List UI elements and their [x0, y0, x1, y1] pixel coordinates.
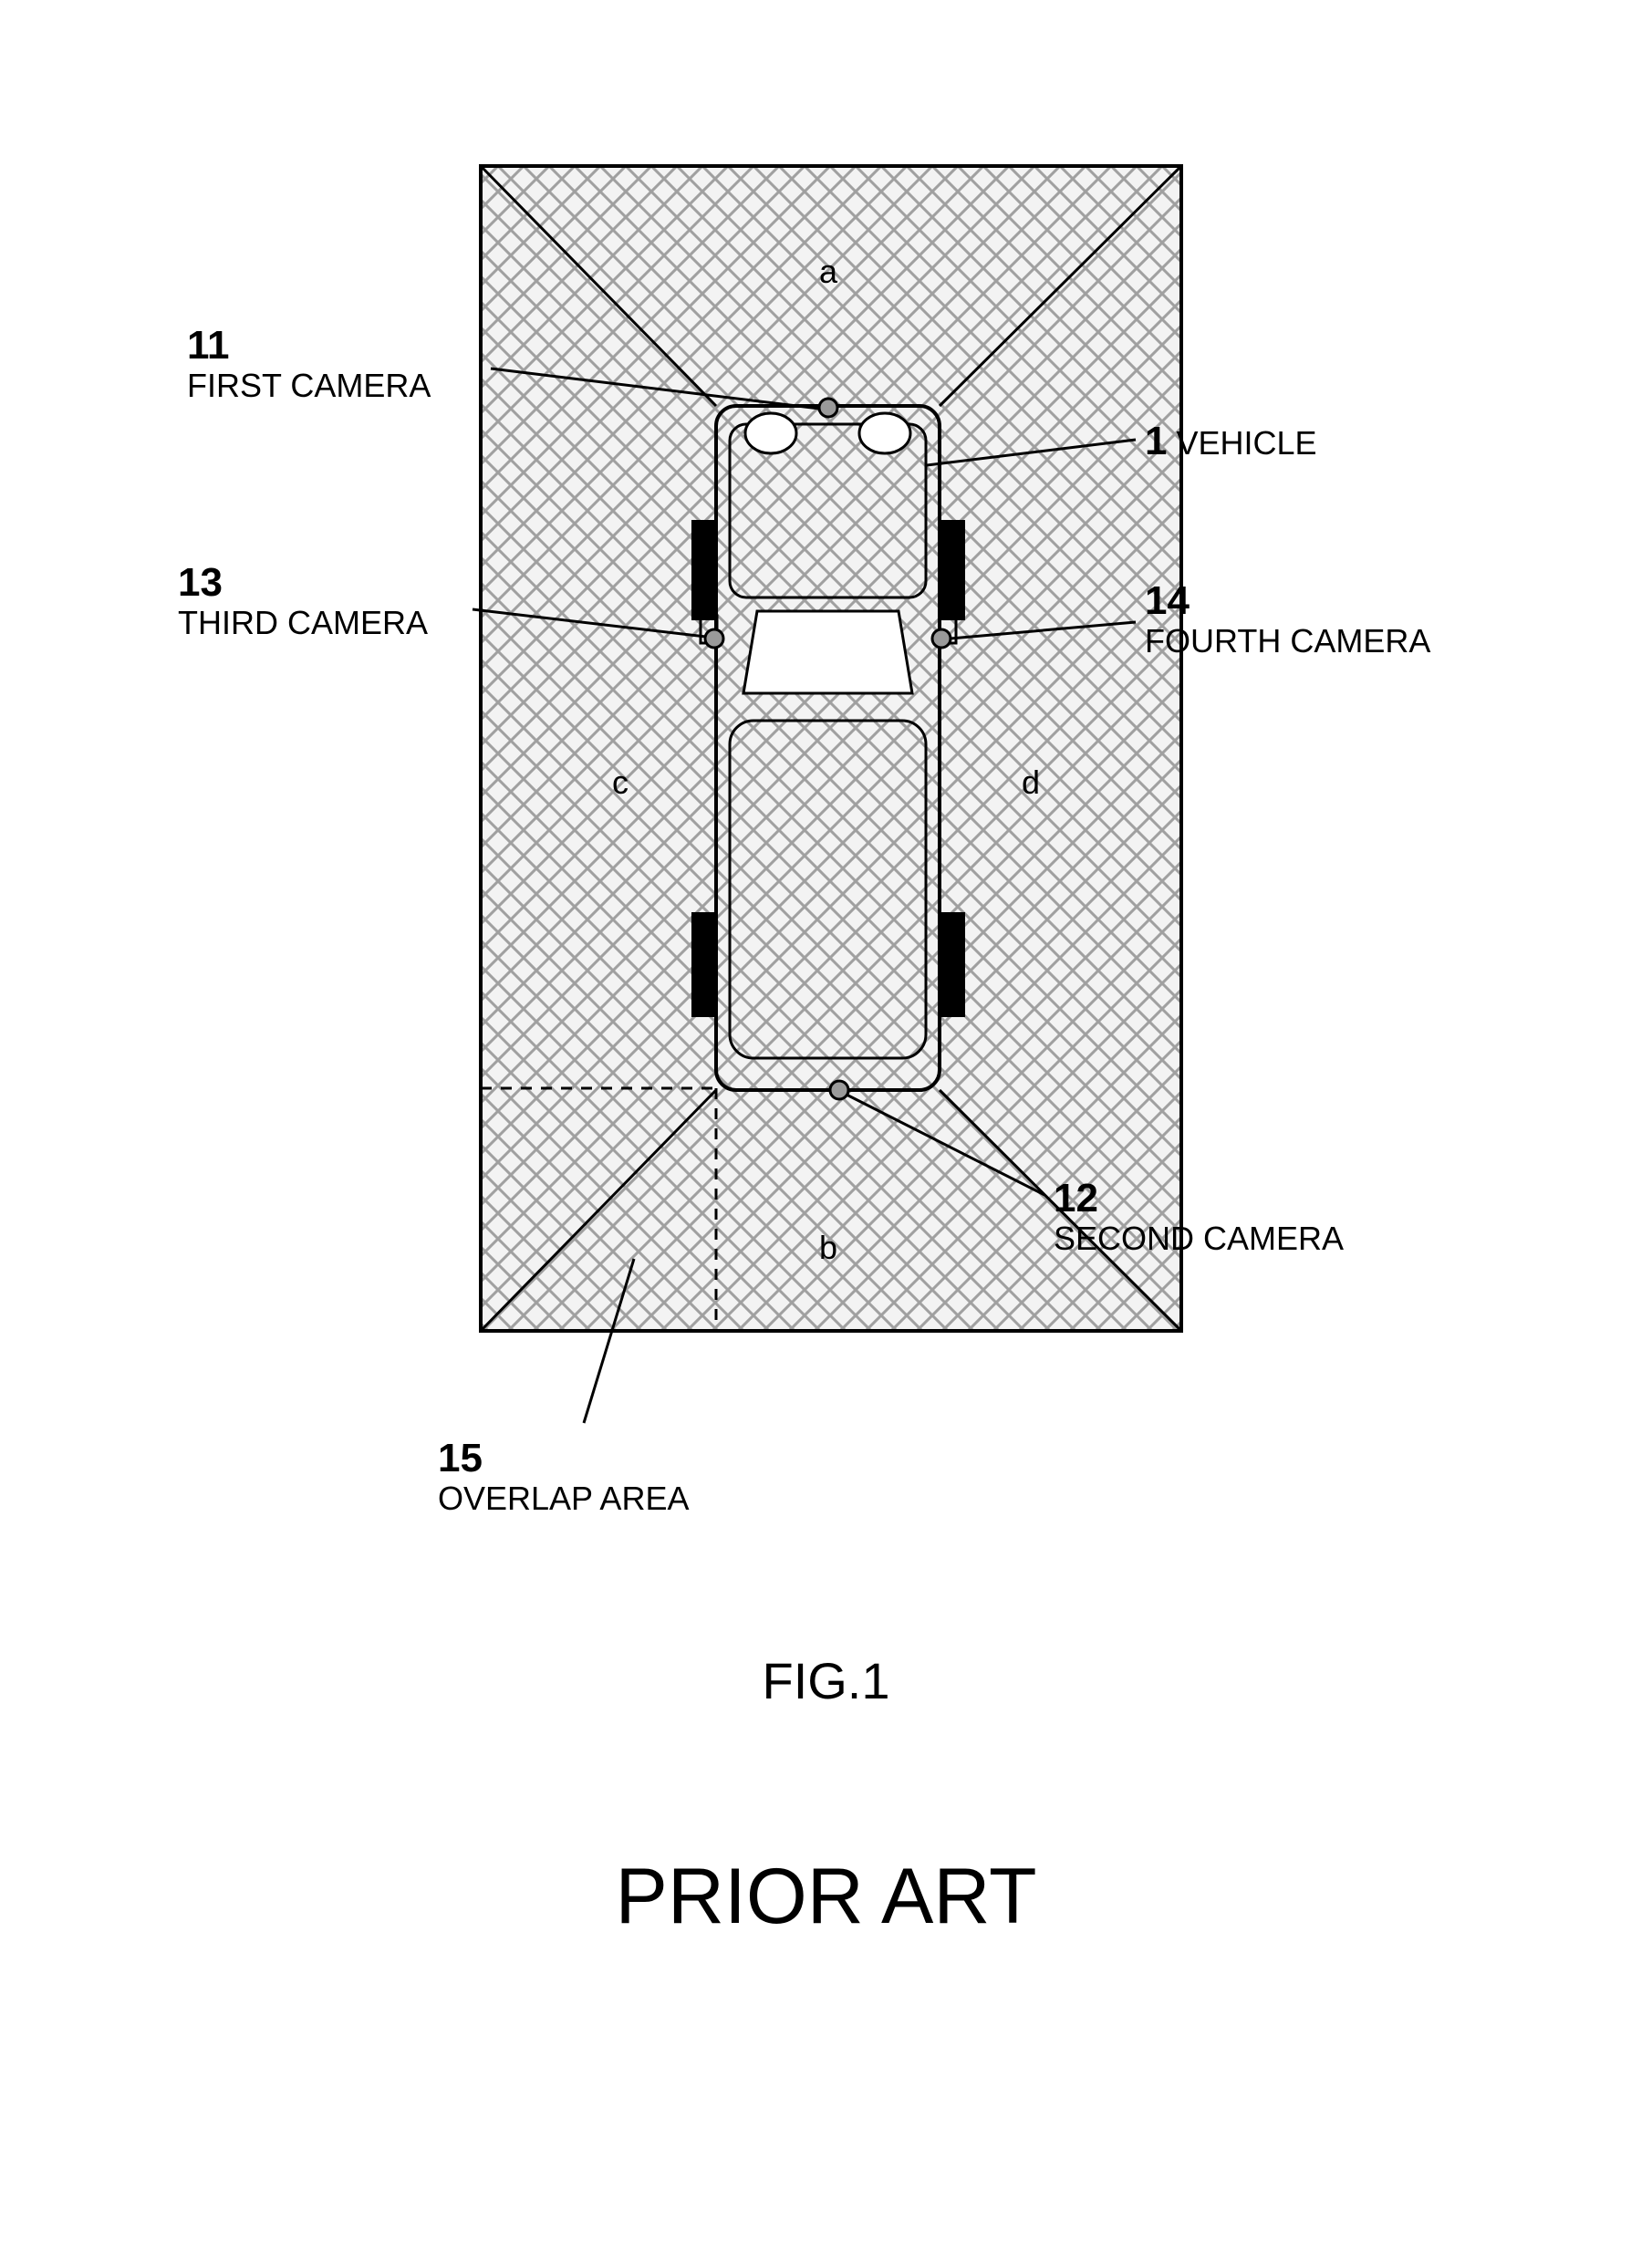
callout-vehicle: 1 VEHICLE: [1145, 420, 1317, 463]
figure-stage: a b c d 11FIRST CAMERA 13THIRD CAMERA 1 VEHIC…: [0, 0, 1652, 2254]
callout-ref-first_camera: 11: [187, 323, 230, 368]
callout-ref-third_camera: 13: [178, 560, 223, 605]
callout-third_camera: 13THIRD CAMERA: [178, 561, 428, 641]
third-camera-marker: [705, 629, 723, 648]
callout-overlap_area: 15OVERLAP AREA: [438, 1437, 689, 1517]
callout-text-second_camera: SECOND CAMERA: [1054, 1220, 1344, 1257]
prior-art-caption: PRIOR ART: [0, 1852, 1652, 1942]
callout-text-vehicle: VEHICLE: [1167, 424, 1316, 462]
figure-caption: FIG.1: [0, 1651, 1652, 1710]
region-letter-d: d: [1022, 763, 1040, 801]
callout-ref-second_camera: 12: [1054, 1176, 1098, 1220]
callout-ref-vehicle: 1: [1145, 419, 1167, 463]
region-letter-c: c: [612, 763, 629, 801]
callout-second_camera: 12SECOND CAMERA: [1054, 1177, 1344, 1257]
region-letter-a: a: [819, 253, 838, 290]
callout-text-first_camera: FIRST CAMERA: [187, 368, 431, 404]
fourth-camera-marker: [932, 629, 951, 648]
callout-text-overlap_area: OVERLAP AREA: [438, 1480, 689, 1517]
callout-text-fourth_camera: FOURTH CAMERA: [1145, 623, 1430, 660]
region-letter-b: b: [819, 1229, 837, 1266]
callout-ref-fourth_camera: 14: [1145, 578, 1190, 623]
first-camera-marker: [819, 399, 837, 417]
callout-first_camera: 11FIRST CAMERA: [187, 324, 431, 404]
callout-text-third_camera: THIRD CAMERA: [178, 605, 428, 641]
second-camera-marker: [830, 1081, 848, 1099]
vehicle-top-view: [691, 406, 965, 1090]
callout-ref-overlap_area: 15: [438, 1436, 483, 1480]
callout-fourth_camera: 14FOURTH CAMERA: [1145, 579, 1430, 660]
